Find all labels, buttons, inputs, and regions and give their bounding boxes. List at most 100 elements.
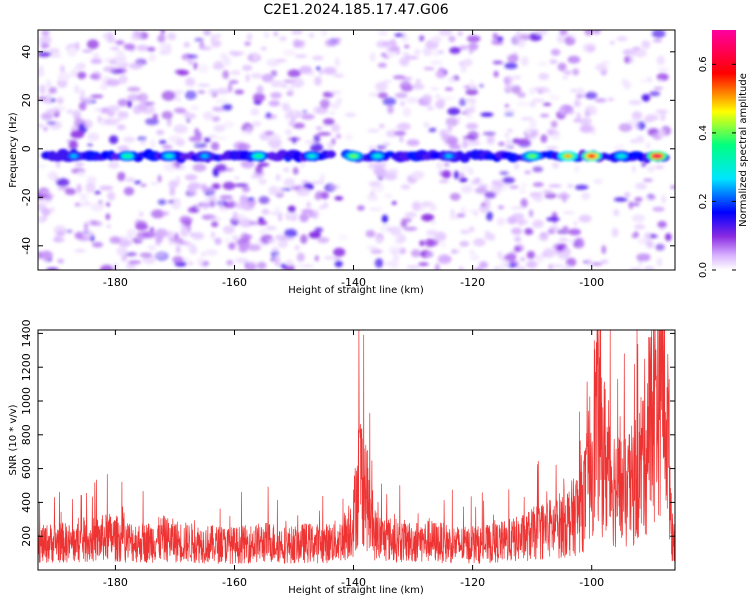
heatmap-cell	[319, 99, 330, 109]
heatmap-cell	[397, 122, 411, 131]
heatmap-cell	[411, 170, 425, 180]
heatmap-cell	[177, 69, 190, 76]
heatmap-cell	[382, 97, 397, 106]
heatmap-cell	[294, 54, 308, 58]
heatmap-cell	[299, 65, 313, 74]
heatmap-cell	[456, 248, 462, 254]
heatmap-cell	[563, 211, 575, 215]
heatmap-cell	[238, 243, 249, 253]
y-tick-label: 1000	[20, 387, 33, 415]
heatmap-cell	[315, 126, 323, 131]
heatmap-cell	[251, 73, 263, 79]
heatmap-cell	[649, 91, 661, 97]
heatmap-cell	[390, 226, 402, 237]
heatmap-cell	[256, 261, 267, 270]
heatmap-cell	[280, 263, 287, 269]
heatmap-cell	[60, 65, 65, 74]
heatmap-cell	[316, 66, 321, 71]
heatmap-cell	[317, 237, 330, 244]
heatmap-cell	[631, 111, 643, 120]
heatmap-cell	[283, 167, 290, 173]
heatmap-cell	[184, 174, 198, 181]
heatmap-cell	[422, 94, 432, 103]
heatmap-cell	[536, 236, 550, 240]
heatmap-cell	[532, 166, 544, 173]
heatmap-cell	[175, 138, 186, 147]
heatmap-cell	[247, 199, 257, 206]
heatmap-cell	[369, 52, 376, 62]
heatmap-cell	[314, 76, 322, 86]
heatmap-cell	[496, 217, 506, 227]
heatmap-cell	[329, 111, 336, 116]
heatmap-cell	[246, 197, 255, 201]
heatmap-cell	[219, 52, 228, 61]
heatmap-cell	[473, 238, 486, 247]
heatmap-cell	[114, 67, 128, 74]
heatmap-cell	[85, 183, 96, 193]
heatmap-cell	[139, 252, 153, 258]
heatmap-cell	[382, 80, 393, 84]
heatmap-cell	[183, 41, 190, 48]
heatmap-cell	[228, 242, 236, 250]
heatmap-cell	[100, 264, 114, 270]
heatmap-cell	[210, 34, 216, 45]
heatmap-cell	[186, 77, 193, 83]
heatmap-cell	[56, 178, 70, 187]
heatmap-cell	[310, 143, 324, 153]
heatmap-cell	[507, 129, 513, 133]
heatmap-cell	[173, 124, 188, 134]
heatmap-cell	[549, 225, 560, 230]
heatmap-cell	[247, 125, 253, 134]
heatmap-cell	[453, 170, 460, 180]
heatmap-cell	[657, 220, 667, 229]
heatmap-cell	[410, 83, 425, 90]
heatmap-cell	[539, 190, 554, 195]
heatmap-cell	[123, 136, 136, 143]
heatmap-hotspot-core	[308, 154, 316, 158]
heatmap-cell	[386, 52, 396, 58]
heatmap-cell	[474, 177, 480, 184]
heatmap-cell	[366, 245, 378, 250]
heatmap-cell	[529, 130, 539, 138]
heatmap-cell	[103, 66, 117, 73]
heatmap-cell	[573, 100, 582, 108]
heatmap-cell	[239, 194, 248, 205]
heatmap-cell	[240, 159, 255, 169]
heatmap-cell	[205, 186, 215, 192]
heatmap-cell	[422, 47, 433, 57]
heatmap-cell	[613, 144, 625, 153]
heatmap-cell	[657, 79, 663, 83]
colorbar-tick-label: 0.2	[698, 193, 709, 209]
heatmap-cell	[631, 214, 646, 222]
heatmap-cell	[585, 91, 598, 100]
heatmap-cell	[480, 202, 486, 207]
heatmap-cell	[203, 30, 212, 36]
heatmap-hotspot-core	[350, 154, 358, 158]
heatmap-cell	[499, 171, 509, 176]
heatmap-cell	[556, 34, 566, 44]
heatmap-cell	[87, 132, 100, 142]
heatmap-cell	[579, 124, 594, 133]
heatmap-cell	[274, 234, 288, 241]
heatmap-cell	[272, 246, 279, 252]
heatmap-cell	[193, 142, 208, 148]
heatmap-cell	[368, 145, 376, 152]
heatmap-cell	[109, 46, 120, 51]
heatmap-cell	[70, 130, 85, 139]
heatmap-cell	[624, 55, 631, 64]
heatmap-cell	[562, 74, 568, 80]
heatmap-x-axis-label: Height of straight line (km)	[288, 285, 424, 296]
heatmap-cell	[587, 257, 592, 268]
heatmap-cell	[285, 259, 293, 267]
heatmap-cell	[497, 205, 505, 210]
heatmap-cell	[548, 184, 562, 188]
heatmap-cell	[516, 101, 530, 107]
heatmap-cell	[527, 260, 536, 268]
heatmap-cell	[117, 145, 130, 153]
heatmap-cell	[487, 233, 496, 241]
heatmap-cell	[631, 165, 636, 173]
heatmap-cell	[38, 51, 52, 57]
heatmap-cell	[198, 46, 212, 51]
heatmap-cell	[465, 88, 478, 96]
heatmap-cell	[139, 211, 144, 217]
